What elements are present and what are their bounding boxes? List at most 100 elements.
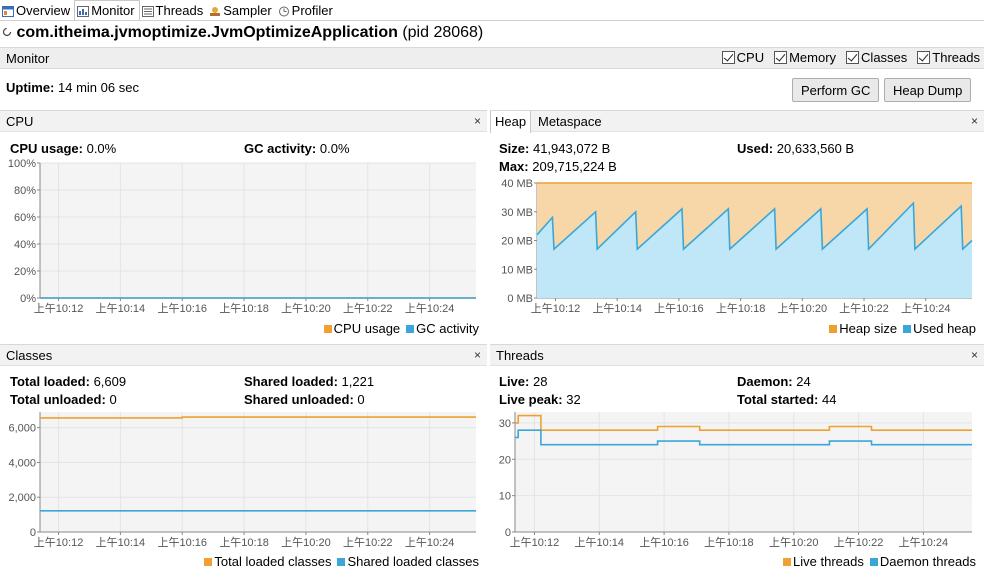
classes-panel: Classes × Total loaded: 6,609 Shared loa… <box>0 344 487 580</box>
heap-close-icon[interactable]: × <box>970 114 978 128</box>
checkbox-threads-label: Threads <box>932 50 980 65</box>
cpu-x-tick-label: 上午10:24 <box>405 302 455 315</box>
checkbox-threads[interactable]: Threads <box>917 50 980 65</box>
classes-panel-title: Classes <box>6 348 53 363</box>
classes-plot-area <box>40 412 476 532</box>
classes-close-icon[interactable]: × <box>473 348 481 362</box>
classes-x-tick-label: 上午10:12 <box>34 536 84 549</box>
monitor-label: Monitor <box>6 51 50 66</box>
shared-unloaded-stat: Shared unloaded: 0 <box>244 392 365 407</box>
cpu-legend: CPU usage GC activity <box>323 321 479 336</box>
tab-threads[interactable]: Threads <box>140 0 208 20</box>
heap-x-tick-label: 上午10:24 <box>901 302 951 315</box>
perform-gc-button[interactable]: Perform GC <box>792 78 880 102</box>
uptime-value: 14 min 06 sec <box>58 80 139 95</box>
live-peak-stat: Live peak: 32 <box>499 392 581 407</box>
live-threads-stat: Live: 28 <box>499 374 548 389</box>
checkbox-classes[interactable]: Classes <box>846 50 907 65</box>
threads-live-threads-line <box>515 414 972 431</box>
heap-used-heap-line <box>536 201 973 251</box>
threads-daemon-threads-line <box>515 429 972 446</box>
classes-x-tick-label: 上午10:24 <box>405 536 455 549</box>
heap-y-tick-label: 40 MB <box>501 178 533 190</box>
threads-x-tick-label: 上午10:18 <box>704 536 754 549</box>
checkbox-threads-box[interactable] <box>917 51 931 64</box>
threads-y-tick-label: 30 <box>499 418 511 430</box>
cpu-y-tick-label: 0% <box>20 293 36 305</box>
tab-metaspace[interactable]: Metaspace <box>538 114 602 129</box>
checkbox-cpu-box[interactable] <box>721 51 735 64</box>
legend-heap-size: Heap size <box>829 321 897 336</box>
classes-x-tick-label: 上午10:18 <box>219 536 269 549</box>
tab-overview[interactable]: Overview <box>0 0 74 20</box>
tab-monitor[interactable]: Monitor <box>74 0 140 20</box>
threads-x-tick-label: 上午10:20 <box>769 536 819 549</box>
classes-x-tick-label: 上午10:16 <box>157 536 207 549</box>
cpu-panel-title: CPU <box>6 114 34 129</box>
threads-panel-title: Threads <box>496 348 544 363</box>
tab-overview-label: Overview <box>16 2 71 18</box>
cpu-x-tick-label: 上午10:16 <box>157 302 207 315</box>
cpu-panel: CPU × CPU usage: 0.0% GC activity: 0.0% … <box>0 110 487 344</box>
classes-legend: Total loaded classes Shared loaded class… <box>204 554 479 569</box>
sampler-icon <box>209 5 221 16</box>
classes-y-tick-label: 0 <box>30 527 36 539</box>
legend-live-threads: Live threads <box>783 554 864 569</box>
heap-x-tick-label: 上午10:18 <box>716 302 766 315</box>
classes-x-tick-label: 上午10:20 <box>281 536 331 549</box>
checkbox-memory[interactable]: Memory <box>774 50 836 65</box>
uptime: Uptime: 14 min 06 sec <box>6 80 139 95</box>
threads-close-icon[interactable]: × <box>970 348 978 362</box>
heap-max-stat: Max: 209,715,224 B <box>499 159 617 174</box>
checkbox-classes-box[interactable] <box>846 51 860 64</box>
profiler-icon <box>278 5 290 16</box>
heap-y-tick-label: 0 MB <box>507 293 533 305</box>
cpu-y-tick-label: 40% <box>14 239 36 251</box>
heap-x-tick-label: 上午10:20 <box>778 302 828 315</box>
heap-used-stat: Used: 20,633,560 B <box>737 141 855 156</box>
checkbox-cpu[interactable]: CPU <box>721 50 764 65</box>
threads-x-tick-label: 上午10:14 <box>575 536 625 549</box>
cpu-x-tick-label: 上午10:18 <box>219 302 269 315</box>
heap-x-tick-label: 上午10:14 <box>592 302 642 315</box>
shared-loaded-stat: Shared loaded: 1,221 <box>244 374 375 389</box>
tab-sampler[interactable]: Sampler <box>207 0 275 20</box>
total-unloaded-stat: Total unloaded: 0 <box>10 392 117 407</box>
heap-x-tick-label: 上午10:22 <box>839 302 889 315</box>
panel-toggles: CPU Memory Classes Threads <box>721 50 980 65</box>
threads-legend: Live threads Daemon threads <box>783 554 976 569</box>
threads-x-tick-label: 上午10:24 <box>899 536 949 549</box>
overview-icon <box>2 5 14 17</box>
checkbox-classes-label: Classes <box>861 50 908 65</box>
monitor-toolbar: Monitor CPU Memory Classes Threads <box>0 47 984 69</box>
total-loaded-stat: Total loaded: 6,609 <box>10 374 127 389</box>
uptime-label: Uptime: <box>6 80 55 95</box>
tab-profiler[interactable]: Profiler <box>276 0 337 20</box>
tab-profiler-label: Profiler <box>291 2 333 18</box>
tab-monitor-label: Monitor <box>91 3 135 18</box>
daemon-threads-stat: Daemon: 24 <box>737 374 811 389</box>
heap-x-tick-label: 上午10:12 <box>531 302 581 315</box>
tab-heap[interactable]: Heap <box>490 111 532 133</box>
threads-x-tick-label: 上午10:12 <box>510 536 560 549</box>
cpu-x-tick-label: 上午10:14 <box>96 302 146 315</box>
checkbox-memory-box[interactable] <box>774 51 788 64</box>
refresh-icon <box>2 24 12 42</box>
legend-daemon-threads: Daemon threads <box>869 554 976 569</box>
cpu-y-tick-label: 60% <box>14 212 36 224</box>
threads-icon <box>141 5 154 17</box>
page-title: com.itheima.jvmoptimize.JvmOptimizeAppli… <box>2 24 483 42</box>
classes-panel-header: Classes × <box>0 344 487 366</box>
threads-y-tick-label: 10 <box>499 491 511 503</box>
heap-dump-button[interactable]: Heap Dump <box>884 78 972 102</box>
heap-x-tick-label: 上午10:16 <box>654 302 704 315</box>
cpu-close-icon[interactable]: × <box>473 114 481 128</box>
total-started-stat: Total started: 44 <box>737 392 837 407</box>
classes-y-tick-label: 4,000 <box>8 457 36 469</box>
tab-threads-label: Threads <box>155 2 204 18</box>
checkbox-memory-label: Memory <box>789 50 837 65</box>
legend-total-loaded: Total loaded classes <box>204 554 331 569</box>
